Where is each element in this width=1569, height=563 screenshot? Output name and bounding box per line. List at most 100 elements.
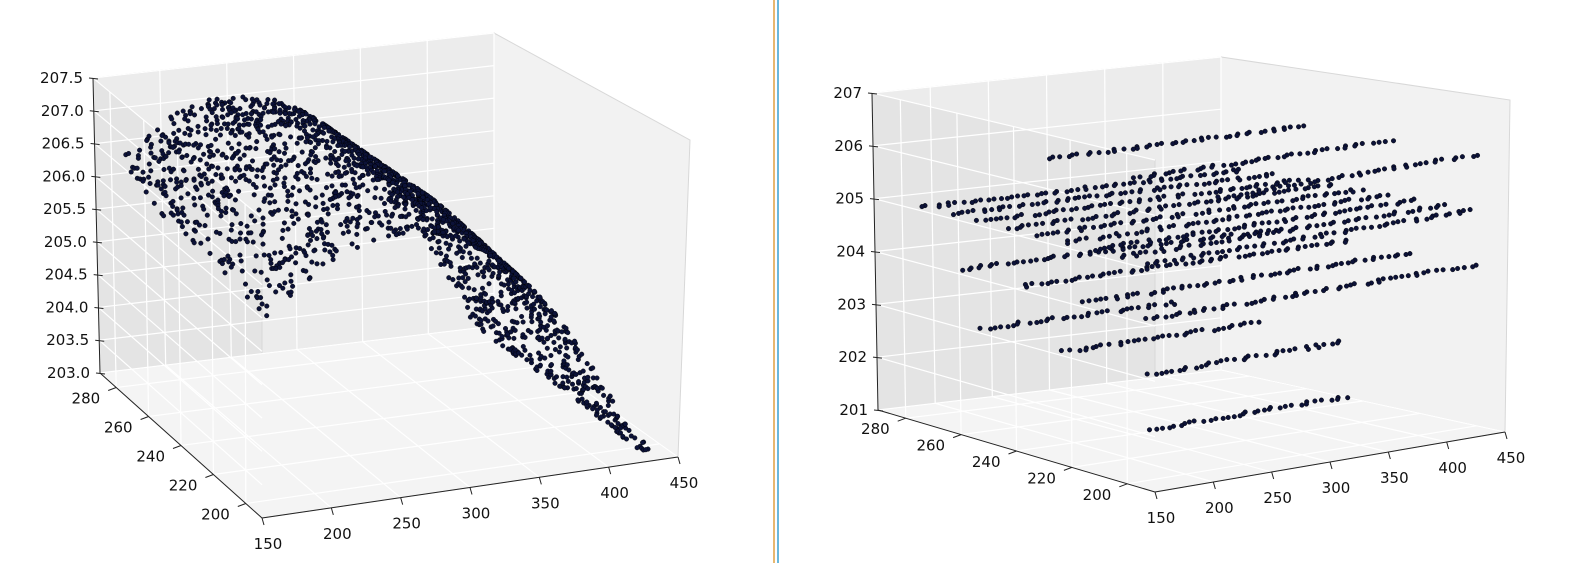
scatter-point <box>1193 211 1199 217</box>
scatter-point <box>1388 275 1394 281</box>
scatter-point <box>265 109 271 115</box>
scatter-point <box>640 440 646 446</box>
scatter-point <box>1137 174 1143 180</box>
scatter-point <box>178 183 184 189</box>
scatter-point <box>293 211 299 217</box>
scatter-point <box>272 250 278 256</box>
scatter-point <box>151 200 157 206</box>
z-tick-label: 204.0 <box>45 298 88 316</box>
scatter-point <box>1097 236 1103 242</box>
scatter-point <box>313 154 319 160</box>
scatter-point <box>557 344 563 350</box>
scatter-point <box>465 304 471 310</box>
scatter-point <box>1129 220 1135 226</box>
scatter-point <box>498 302 504 308</box>
scatter-point <box>192 228 198 234</box>
z-tick <box>92 241 102 244</box>
scatter-point <box>1147 179 1153 185</box>
scatter-point <box>970 207 976 213</box>
scatter-point <box>260 221 266 227</box>
scatter-point <box>1140 180 1146 186</box>
scatter-point <box>1241 224 1247 230</box>
scatter-point <box>176 149 182 155</box>
scatter-point <box>1352 143 1358 149</box>
scatter-point <box>228 175 234 181</box>
scatter-point <box>213 136 219 142</box>
scatter-point <box>1312 203 1318 209</box>
scatter-point <box>182 130 188 136</box>
scatter-point <box>1256 233 1262 239</box>
scatter-point <box>223 205 229 211</box>
x-tick-label: 200 <box>323 525 352 543</box>
scatter-point <box>357 175 363 181</box>
scatter-point <box>544 345 550 351</box>
scatter-point <box>1256 319 1262 325</box>
scatter-point <box>1073 238 1079 244</box>
scatter-point <box>1202 172 1208 178</box>
scatter-point <box>225 140 231 146</box>
scatter-point <box>1226 324 1232 330</box>
scatter-point <box>1459 154 1465 160</box>
scatter-point <box>919 204 925 210</box>
scatter-point <box>223 209 229 215</box>
z-tick <box>92 208 102 211</box>
scatter-point <box>346 195 352 201</box>
scatter-point <box>243 97 249 103</box>
scatter-point <box>982 208 988 214</box>
scatter-point <box>503 326 509 332</box>
scatter-point <box>328 160 334 166</box>
scatter-point <box>1246 175 1252 181</box>
scatter-point <box>305 242 311 248</box>
scatter-point <box>349 241 355 247</box>
scatter-point <box>1011 323 1017 329</box>
y-tick <box>140 416 149 420</box>
scatter-point <box>1359 140 1365 146</box>
scatter-point <box>219 102 225 108</box>
scatter-point <box>222 270 228 276</box>
scatter-point <box>1190 232 1196 238</box>
scatter-point <box>462 279 468 285</box>
scatter-point <box>1151 336 1157 342</box>
scatter-point <box>1117 200 1123 206</box>
scatter-point <box>1312 289 1318 295</box>
scatter-point <box>1287 124 1293 130</box>
scatter-point <box>986 197 992 203</box>
scatter-point <box>1211 219 1217 225</box>
scatter-point <box>1098 296 1104 302</box>
scatter-point <box>1129 189 1135 195</box>
x-tick <box>261 517 265 526</box>
scatter-point <box>1208 258 1214 264</box>
scatter-point <box>1178 168 1184 174</box>
scatter-point <box>1172 302 1178 308</box>
scatter-point <box>1028 258 1034 264</box>
scatter-point <box>233 178 239 184</box>
scatter-point <box>1117 268 1123 274</box>
scatter-point <box>174 110 180 116</box>
scatter-point <box>306 201 312 207</box>
y-tick-label: 240 <box>136 448 165 466</box>
scatter-point <box>1432 159 1438 165</box>
scatter-point <box>462 294 468 300</box>
scatter-point <box>323 155 329 161</box>
scatter-point <box>1044 318 1050 324</box>
scatter-point <box>1236 225 1242 231</box>
scatter-point <box>446 275 452 281</box>
scatter-point <box>1041 200 1047 206</box>
scatter-point <box>1233 169 1239 175</box>
scatter-point <box>257 102 263 108</box>
scatter-point <box>370 170 376 176</box>
scatter-point <box>1148 291 1154 297</box>
scatter-point <box>1231 356 1237 362</box>
scatter-point <box>230 95 236 101</box>
scatter-point <box>1221 162 1227 168</box>
scatter-point <box>319 192 325 198</box>
scatter-point <box>490 270 496 276</box>
scatter-point <box>265 124 271 130</box>
scatter-point <box>1148 239 1154 245</box>
scatter-point <box>513 306 519 312</box>
scatter-point <box>1169 368 1175 374</box>
scatter-point <box>162 183 168 189</box>
scatter-point <box>1263 209 1269 215</box>
scatter-point <box>309 175 315 181</box>
scatter-point <box>1065 240 1071 246</box>
